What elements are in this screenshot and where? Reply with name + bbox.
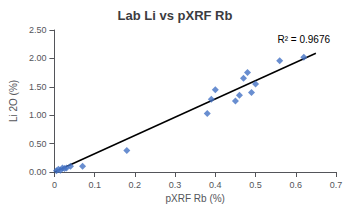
svg-text:0: 0 — [52, 180, 57, 190]
svg-text:0.2: 0.2 — [129, 180, 142, 190]
svg-text:0.50: 0.50 — [29, 139, 47, 149]
svg-text:R² = 0.9676: R² = 0.9676 — [277, 34, 330, 45]
svg-text:0.1: 0.1 — [88, 180, 101, 190]
svg-text:2.50: 2.50 — [29, 25, 47, 35]
svg-text:Li 2O (%): Li 2O (%) — [8, 80, 19, 122]
svg-text:0.5: 0.5 — [249, 180, 262, 190]
svg-text:1.00: 1.00 — [29, 110, 47, 120]
svg-text:0.7: 0.7 — [330, 180, 343, 190]
svg-text:1.50: 1.50 — [29, 82, 47, 92]
svg-text:pXRF Rb (%): pXRF Rb (%) — [165, 193, 224, 204]
svg-text:0.4: 0.4 — [209, 180, 222, 190]
svg-text:2.00: 2.00 — [29, 53, 47, 63]
svg-text:0.6: 0.6 — [290, 180, 303, 190]
svg-text:0.00: 0.00 — [29, 167, 47, 177]
svg-text:Lab Li vs pXRF Rb: Lab Li vs pXRF Rb — [118, 8, 233, 23]
svg-text:0.3: 0.3 — [169, 180, 182, 190]
